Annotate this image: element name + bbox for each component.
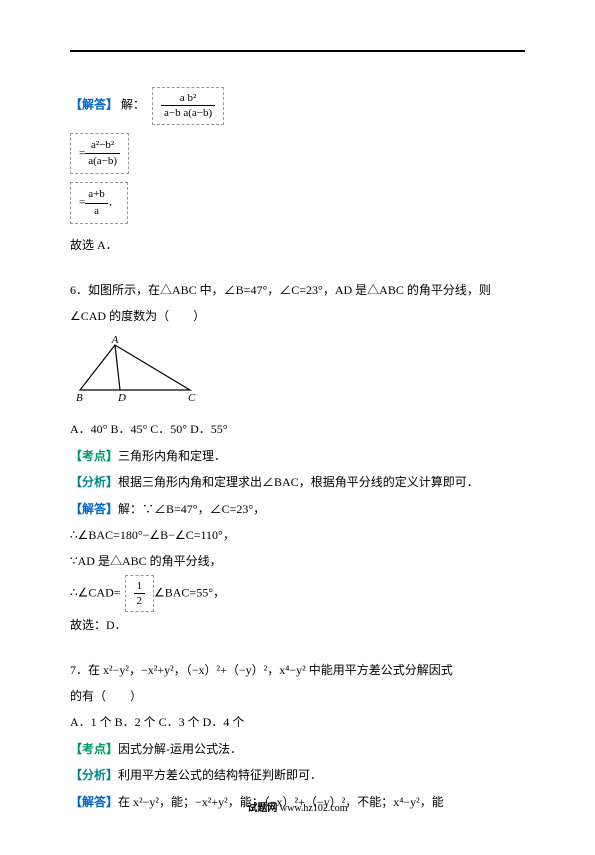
analysis-label: 【分析】 bbox=[70, 475, 118, 489]
topic-label: 【考点】 bbox=[70, 742, 118, 756]
q5-prefix: 解： bbox=[121, 98, 145, 112]
q6-stem-2: ∠CAD 的度数为（ ） bbox=[70, 303, 525, 329]
svg-text:C: C bbox=[188, 392, 196, 404]
q6-stem-1: 6．如图所示，在△ABC 中，∠B=47°，∠C=23°，AD 是△ABC 的角… bbox=[70, 277, 525, 303]
triangle-figure: A B D C bbox=[70, 335, 200, 405]
footer-site: 试题网 bbox=[247, 803, 277, 814]
q7-topic: 【考点】因式分解-运用公式法． bbox=[70, 736, 525, 762]
q7-analysis: 【分析】利用平方差公式的结构特征判断即可． bbox=[70, 762, 525, 788]
q6-solve-1: 【解答】解：∵∠B=47°，∠C=23°， bbox=[70, 496, 525, 522]
solve-label: 【解答】 bbox=[70, 98, 118, 112]
q6-analysis: 【分析】根据三角形内角和定理求出∠BAC，根据角平分线的定义计算即可． bbox=[70, 469, 525, 495]
svg-text:A: A bbox=[111, 335, 119, 346]
q6-options: A．40° B．45° C．50° D．55° bbox=[70, 416, 525, 442]
q7-stem-1: 7．在 x²−y²，−x²+y²，（−x）²+（−y）²，x⁴−y² 中能用平方… bbox=[70, 657, 525, 683]
q6-solve-2: ∴∠BAC=180°−∠B−∠C=110°， bbox=[70, 522, 525, 548]
page-footer: 试题网 www.hz102.com bbox=[0, 799, 595, 814]
header-rule bbox=[70, 50, 525, 52]
q6-solve-3: ∵AD 是△ABC 的角平分线， bbox=[70, 548, 525, 574]
q6-solve-4: ∴∠CAD=12∠BAC=55°， bbox=[70, 575, 525, 613]
svg-text:D: D bbox=[117, 392, 126, 404]
q6-conclusion: 故选：D． bbox=[70, 612, 525, 638]
analysis-label: 【分析】 bbox=[70, 768, 118, 782]
svg-text:B: B bbox=[76, 392, 83, 404]
solve-label: 【解答】 bbox=[70, 502, 118, 516]
footer-url: www.hz102.com bbox=[280, 803, 348, 814]
half-fraction: 12 bbox=[125, 575, 155, 613]
formula-1: a b²a−b a(a−b) bbox=[152, 87, 224, 125]
topic-label: 【考点】 bbox=[70, 449, 118, 463]
q5-conclusion: 故选 A． bbox=[70, 232, 525, 258]
q6-topic: 【考点】三角形内角和定理． bbox=[70, 443, 525, 469]
q7-options: A．1 个 B．2 个 C．3 个 D．4 个 bbox=[70, 709, 525, 735]
q7-stem-2: 的有（ ） bbox=[70, 683, 525, 709]
formula-3: =a+ba． bbox=[70, 182, 128, 224]
q5-solve-line: 【解答】 解： a b²a−b a(a−b) bbox=[70, 87, 525, 125]
formula-2: =a²−b²a(a−b) bbox=[70, 133, 129, 175]
